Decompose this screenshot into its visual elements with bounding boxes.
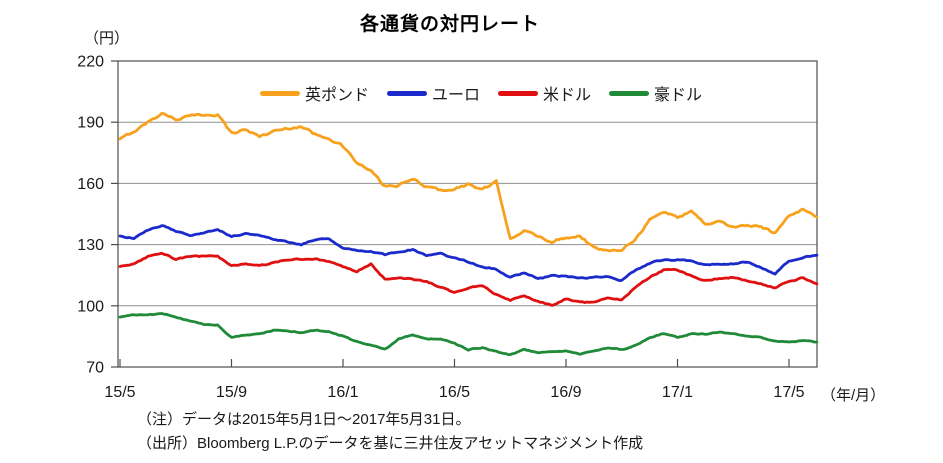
x-tick-label: 16/9	[550, 384, 581, 401]
series-line-2	[118, 224, 819, 283]
legend-line-swatch	[260, 90, 300, 96]
x-tick-label: 17/5	[773, 384, 804, 401]
x-axis-unit-label: （年/月）	[821, 387, 886, 404]
legend-label: 米ドル	[543, 87, 592, 104]
x-tick-label: 16/1	[327, 384, 358, 401]
legend-label: ユーロ	[432, 87, 481, 104]
x-tick-label: 15/9	[216, 384, 247, 401]
y-tick-label: 220	[77, 54, 104, 71]
note-source: （出所）Bloomberg L.P.のデータを基に三井住友アセットマネジメント作…	[137, 435, 644, 452]
chart-legend: 英ポンド ユーロ 米ドル 豪ドル	[260, 81, 702, 105]
legend-item-2: ユーロ	[387, 81, 480, 105]
y-tick-label: 160	[77, 176, 104, 193]
legend-line-swatch	[609, 90, 650, 96]
y-tick-label: 70	[86, 360, 104, 377]
legend-label: 英ポンド	[305, 87, 370, 104]
legend-item-3: 米ドル	[498, 81, 591, 105]
y-axis-unit-label: （円）	[84, 30, 130, 47]
series-line-4	[118, 312, 819, 357]
legend-label: 豪ドル	[654, 87, 703, 104]
x-tick-label: 16/5	[439, 384, 470, 401]
x-tick-label: 15/5	[104, 384, 135, 401]
plot-border	[117, 60, 818, 368]
x-tick-label: 17/1	[662, 384, 693, 401]
legend-line-swatch	[498, 90, 539, 96]
legend-item-4: 豪ドル	[609, 81, 702, 105]
note-data-range: （注）データは2015年5月1日～2017年5月31日。	[137, 411, 471, 428]
page-title: 各通貨の対円レート	[359, 14, 540, 35]
series-line-3	[118, 251, 819, 307]
series-line-1	[118, 112, 819, 253]
y-tick-label: 190	[77, 115, 104, 132]
legend-line-swatch	[387, 90, 428, 96]
y-tick-label: 100	[77, 298, 104, 315]
y-tick-label: 130	[77, 237, 104, 254]
legend-item-1: 英ポンド	[260, 81, 369, 105]
